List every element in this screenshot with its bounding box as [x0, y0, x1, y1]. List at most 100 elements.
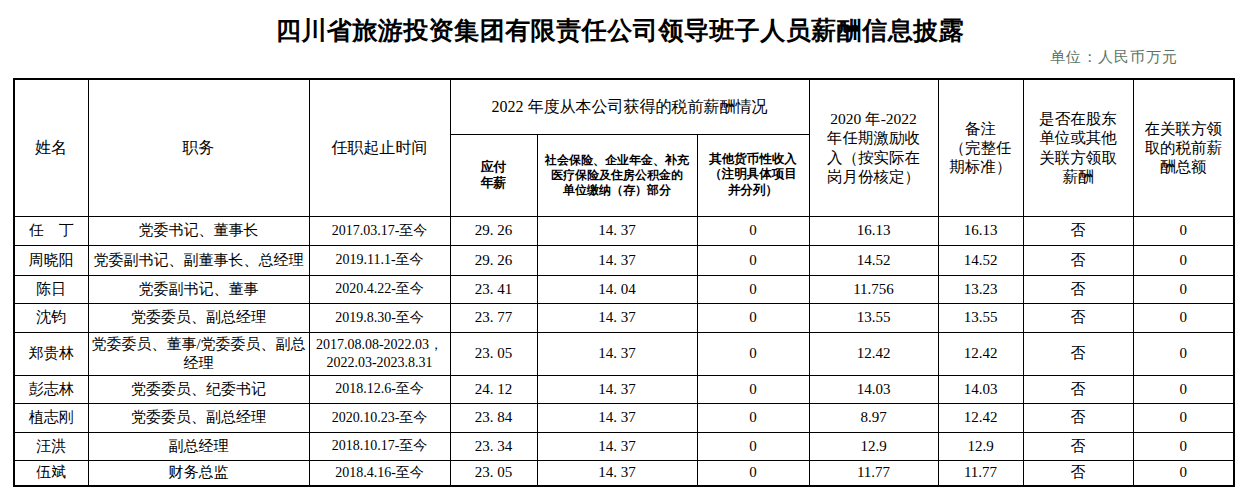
- remark-cell: 13.23: [938, 275, 1023, 303]
- payable-salary-cell: 23. 77: [450, 303, 537, 332]
- position-cell: 财务总监: [88, 460, 309, 486]
- position-cell: 党委委员、纪委书记: [88, 375, 309, 403]
- incentive-cell: 12.9: [809, 432, 938, 460]
- name-cell: 伍斌: [14, 460, 88, 486]
- table-row: 彭志林党委委员、纪委书记2018.12.6-至今24. 1214. 37014.…: [14, 375, 1234, 403]
- insurance-cell: 14. 37: [537, 303, 697, 332]
- name-cell: 沈钧: [14, 303, 88, 332]
- name-cell: 任 丁: [14, 216, 88, 245]
- tenure-cell: 2018.12.6-至今: [309, 375, 450, 403]
- other-income-cell: 0: [697, 332, 809, 375]
- related-salary-total-cell: 0: [1133, 245, 1234, 275]
- other-income-cell: 0: [697, 275, 809, 303]
- name-cell: 周晓阳: [14, 245, 88, 275]
- remark-cell: 12.42: [938, 332, 1023, 375]
- header-insurance: 社会保险、企业年金、补充 医疗保险及住房公积金的 单位缴纳（存）部分: [537, 134, 697, 216]
- table-row: 陈日党委副书记、董事2020.4.22-至今23. 4114. 04011.75…: [14, 275, 1234, 303]
- other-income-cell: 0: [697, 303, 809, 332]
- tenure-cell: 2018.4.16-至今: [309, 460, 450, 486]
- position-cell: 副总经理: [88, 432, 309, 460]
- header-position: 职务: [88, 79, 309, 216]
- name-cell: 植志刚: [14, 403, 88, 432]
- table-row: 郑贵林党委委员、董事/党委委员、副总经理2017.08.08-2022.03， …: [14, 332, 1234, 375]
- name-cell: 陈日: [14, 275, 88, 303]
- remark-cell: 11.77: [938, 460, 1023, 486]
- incentive-cell: 8.97: [809, 403, 938, 432]
- tenure-cell: 2019.8.30-至今: [309, 303, 450, 332]
- table-row: 伍斌财务总监2018.4.16-至今23. 0514. 37011.7711.7…: [14, 460, 1234, 486]
- incentive-cell: 14.52: [809, 245, 938, 275]
- header-related-party-question: 是否在股东 单位或其他 关联方领取 薪酬: [1023, 79, 1133, 216]
- insurance-cell: 14. 37: [537, 403, 697, 432]
- payable-salary-cell: 23. 84: [450, 403, 537, 432]
- position-cell: 党委副书记、董事: [88, 275, 309, 303]
- name-cell: 彭志林: [14, 375, 88, 403]
- tenure-cell: 2020.4.22-至今: [309, 275, 450, 303]
- related-salary-total-cell: 0: [1133, 303, 1234, 332]
- header-tenure: 任职起止时间: [309, 79, 450, 216]
- position-cell: 党委委员、董事/党委委员、副总经理: [88, 332, 309, 375]
- remark-cell: 12.42: [938, 403, 1023, 432]
- incentive-cell: 16.13: [809, 216, 938, 245]
- related-salary-total-cell: 0: [1133, 403, 1234, 432]
- related-salary-flag-cell: 否: [1023, 375, 1133, 403]
- remark-cell: 14.52: [938, 245, 1023, 275]
- table-row: 植志刚党委委员、副总经理2020.10.23-至今23. 8414. 3708.…: [14, 403, 1234, 432]
- name-cell: 郑贵林: [14, 332, 88, 375]
- insurance-cell: 14. 37: [537, 216, 697, 245]
- payable-salary-cell: 23. 41: [450, 275, 537, 303]
- remark-cell: 14.03: [938, 375, 1023, 403]
- payable-salary-cell: 23. 05: [450, 332, 537, 375]
- related-salary-flag-cell: 否: [1023, 275, 1133, 303]
- insurance-cell: 14. 04: [537, 275, 697, 303]
- related-salary-total-cell: 0: [1133, 332, 1234, 375]
- related-salary-total-cell: 0: [1133, 432, 1234, 460]
- table-row: 任 丁党委书记、董事长2017.03.17-至今29. 2614. 37016.…: [14, 216, 1234, 245]
- header-name: 姓名: [14, 79, 88, 216]
- incentive-cell: 11.756: [809, 275, 938, 303]
- other-income-cell: 0: [697, 216, 809, 245]
- incentive-cell: 12.42: [809, 332, 938, 375]
- salary-disclosure-table: 姓名 职务 任职起止时间 2022 年度从本公司获得的税前薪酬情况 2020 年…: [13, 78, 1235, 487]
- related-salary-flag-cell: 否: [1023, 403, 1133, 432]
- position-cell: 党委委员、副总经理: [88, 403, 309, 432]
- remark-cell: 16.13: [938, 216, 1023, 245]
- remark-cell: 12.9: [938, 432, 1023, 460]
- table-body: 任 丁党委书记、董事长2017.03.17-至今29. 2614. 37016.…: [14, 216, 1234, 486]
- other-income-cell: 0: [697, 375, 809, 403]
- header-remark: 备注 （完整任 期标准）: [938, 79, 1023, 216]
- other-income-cell: 0: [697, 432, 809, 460]
- payable-salary-cell: 24. 12: [450, 375, 537, 403]
- table-row: 沈钧党委委员、副总经理2019.8.30-至今23. 7714. 37013.5…: [14, 303, 1234, 332]
- position-cell: 党委书记、董事长: [88, 216, 309, 245]
- related-salary-total-cell: 0: [1133, 375, 1234, 403]
- header-related-party-total: 在关联方领 取的税前薪 酬总额: [1133, 79, 1234, 216]
- related-salary-flag-cell: 否: [1023, 216, 1133, 245]
- payable-salary-cell: 23. 05: [450, 460, 537, 486]
- table-row: 周晓阳党委副书记、副董事长、总经理2019.11.1-至今29. 2614. 3…: [14, 245, 1234, 275]
- header-payable-salary: 应付 年薪: [450, 134, 537, 216]
- insurance-cell: 14. 37: [537, 432, 697, 460]
- other-income-cell: 0: [697, 460, 809, 486]
- insurance-cell: 14. 37: [537, 245, 697, 275]
- position-cell: 党委委员、副总经理: [88, 303, 309, 332]
- payable-salary-cell: 29. 26: [450, 245, 537, 275]
- incentive-cell: 11.77: [809, 460, 938, 486]
- payable-salary-cell: 29. 26: [450, 216, 537, 245]
- table-row: 汪洪副总经理2018.10.17-至今23. 3414. 37012.912.9…: [14, 432, 1234, 460]
- insurance-cell: 14. 37: [537, 460, 697, 486]
- related-salary-flag-cell: 否: [1023, 245, 1133, 275]
- incentive-cell: 13.55: [809, 303, 938, 332]
- remark-cell: 13.55: [938, 303, 1023, 332]
- other-income-cell: 0: [697, 403, 809, 432]
- related-salary-total-cell: 0: [1133, 275, 1234, 303]
- page-title: 四川省旅游投资集团有限责任公司领导班子人员薪酬信息披露: [0, 14, 1240, 47]
- tenure-cell: 2017.08.08-2022.03， 2022.03-2023.8.31: [309, 332, 450, 375]
- tenure-cell: 2017.03.17-至今: [309, 216, 450, 245]
- related-salary-flag-cell: 否: [1023, 432, 1133, 460]
- tenure-cell: 2020.10.23-至今: [309, 403, 450, 432]
- header-2022-salary-group: 2022 年度从本公司获得的税前薪酬情况: [450, 79, 809, 134]
- position-cell: 党委副书记、副董事长、总经理: [88, 245, 309, 275]
- insurance-cell: 14. 37: [537, 375, 697, 403]
- insurance-cell: 14. 37: [537, 332, 697, 375]
